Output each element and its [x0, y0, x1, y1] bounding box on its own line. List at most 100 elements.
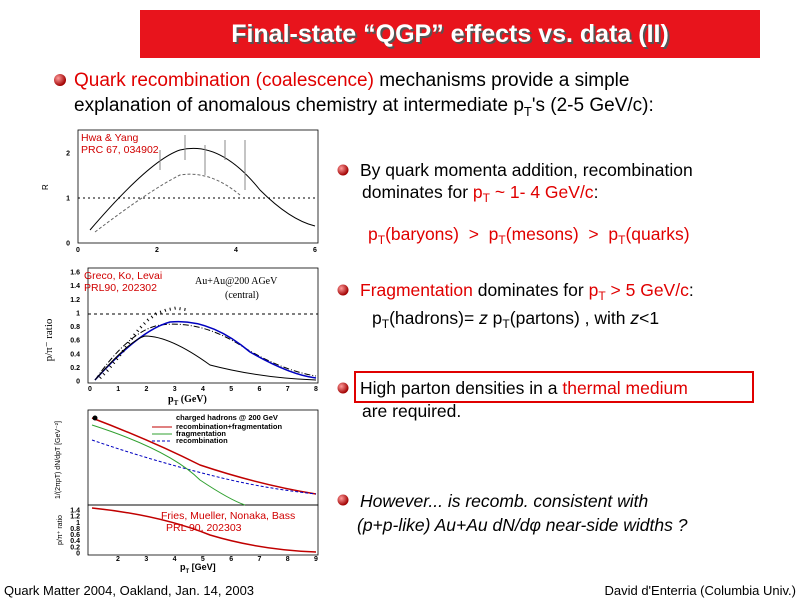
- x-tick-label: 4: [201, 386, 205, 393]
- svg-text:R: R: [41, 184, 50, 190]
- y-tick-label: 0: [66, 241, 70, 248]
- y-tick-label: 1.4: [70, 508, 80, 515]
- figure-label: (central): [225, 290, 259, 301]
- y-tick-label: 1.6: [70, 270, 80, 277]
- text: Quark recombination (coalescence): [74, 70, 374, 91]
- x-tick-label: 4: [173, 556, 177, 563]
- x-tick-label: 3: [173, 386, 177, 393]
- text: T: [483, 191, 491, 205]
- y-axis-label: 1/(2πpT) dN/dpT [GeV⁻²]: [55, 421, 62, 499]
- highlight-box: [354, 371, 754, 403]
- text: (baryons) > p: [385, 224, 498, 244]
- bullet: [337, 382, 349, 394]
- x-tick-label: 6: [313, 247, 317, 254]
- text: p: [180, 562, 186, 572]
- x-tick-label: 8: [314, 386, 318, 393]
- text: Fragmentation: [360, 280, 473, 300]
- bullet: [337, 164, 349, 176]
- text: (p+p-like) Au+Au dN/dφ near-side widths …: [357, 515, 688, 535]
- y-tick-label: 1: [76, 310, 80, 317]
- y-tick-label: 0.8: [70, 526, 80, 533]
- figure-3: charged hadrons @ 200 GeV recombination+…: [55, 410, 319, 575]
- bullet: [54, 74, 66, 86]
- line: Fragmentation dominates for pT > 5 GeV/c…: [360, 280, 694, 303]
- text: mechanisms provide a simple: [374, 70, 630, 91]
- x-tick-label: 1: [116, 386, 120, 393]
- text: T: [618, 233, 626, 247]
- text: <1: [639, 308, 659, 328]
- y-tick-label: 0.2: [70, 544, 80, 551]
- text: T: [186, 569, 190, 575]
- text: T: [498, 233, 506, 247]
- footer-right: David d'Enterria (Columbia Univ.): [604, 583, 796, 598]
- text: p: [488, 308, 503, 328]
- text: 's (2-5 GeV/c):: [532, 95, 654, 116]
- y-tick-label: 1.2: [70, 514, 80, 521]
- bullet: [337, 284, 349, 296]
- text: However... is recomb. consistent with: [360, 491, 648, 511]
- figure-2: p/π⁻ ratio pT (GeV) Au+Au@200 AGeV (cent…: [43, 267, 319, 407]
- y-tick-label: 1: [66, 196, 70, 203]
- x-tick-label: 2: [116, 556, 120, 563]
- footer-left: Quark Matter 2004, Oakland, Jan. 14, 200…: [4, 583, 254, 598]
- x-tick-label: 2: [155, 247, 159, 254]
- text: T: [598, 289, 606, 303]
- text: T: [174, 399, 179, 407]
- text: T: [502, 317, 510, 331]
- x-tick-label: 6: [258, 386, 262, 393]
- figure-label: Au+Au@200 AGeV: [195, 276, 278, 287]
- text: (partons) , with: [510, 308, 631, 328]
- y-tick-label: 0.6: [70, 338, 80, 345]
- y-tick-label: 0.4: [70, 351, 80, 358]
- text: T: [378, 233, 386, 247]
- y-tick-label: 1: [76, 520, 80, 527]
- x-axis-label: pT [GeV]: [180, 562, 216, 575]
- legend-text: fragmentation: [176, 429, 226, 438]
- text: High parton densities in a: [360, 378, 562, 398]
- figure-ref: PRC 67, 034902: [81, 144, 159, 156]
- y-axis-label: p/π⁺ ratio: [57, 515, 64, 545]
- text: p: [368, 224, 378, 244]
- text: p: [589, 280, 599, 300]
- text: ~ 1- 4 GeV/c: [490, 182, 594, 202]
- text: thermal medium: [562, 378, 687, 398]
- text: p: [372, 308, 382, 328]
- bullet: [337, 494, 349, 506]
- x-tick-label: 0: [88, 386, 92, 393]
- text: By quark momenta addition, recombination: [360, 160, 693, 180]
- x-tick-label: 9: [314, 556, 318, 563]
- figure-ref: Fries, Mueller, Nonaka, Bass: [161, 510, 295, 522]
- text: p: [168, 394, 174, 405]
- x-tick-label: 8: [286, 556, 290, 563]
- figure-ref: Greco, Ko, Levai: [84, 270, 162, 282]
- y-tick-label: 0.8: [70, 324, 80, 331]
- legend-text: recombination: [176, 436, 228, 445]
- text: :: [594, 182, 599, 202]
- formula: pT(hadrons)= z pT(partons) , with z<1: [372, 308, 659, 331]
- title-bar: [140, 10, 760, 58]
- text: [GeV]: [189, 562, 216, 572]
- legend-text: charged hadrons @ 200 GeV: [176, 413, 278, 422]
- x-axis-label: pT (GeV): [168, 394, 207, 407]
- x-tick-label: 5: [229, 386, 233, 393]
- y-tick-label: 1.4: [70, 283, 80, 290]
- text: (GeV): [178, 394, 207, 405]
- text: (hadrons)=: [389, 308, 479, 328]
- text: dominates for: [473, 280, 589, 300]
- legend-text: recombination+fragmentation: [176, 422, 282, 431]
- text: z: [478, 308, 488, 328]
- title: Final-state “QGP” effects vs. data (II): [231, 20, 669, 48]
- figure-ref: PRL 90, 202303: [166, 522, 242, 534]
- text: explanation of anomalous chemistry at in…: [74, 95, 524, 116]
- text: > 5 GeV/c: [606, 280, 689, 300]
- figure-ref: PRL90, 202302: [84, 282, 157, 294]
- figure-1: R Hwa & Yang PRC 67, 034902: [41, 129, 319, 244]
- text: T: [524, 104, 532, 119]
- title-shadow: Final-state “QGP” effects vs. data (II): [233, 22, 671, 50]
- y-tick-label: 2: [66, 151, 70, 158]
- y-tick-label: 0.4: [70, 538, 80, 545]
- y-axis-label: p/π⁻ ratio: [43, 318, 55, 361]
- y-tick-label: 0: [76, 551, 80, 558]
